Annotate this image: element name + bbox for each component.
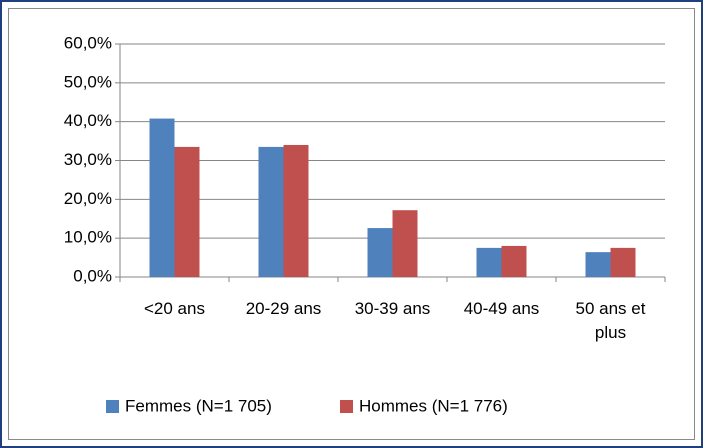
x-tick-label: 40-49 ans [463,299,540,318]
bar [476,247,502,277]
y-tick-label: 10,0% [64,228,112,247]
bar [258,146,284,277]
y-tick-label: 50,0% [64,72,112,91]
x-tick-label: 20-29 ans [245,299,322,318]
bar [610,247,636,277]
x-tick-label: <20 ans [144,299,205,318]
bar [367,228,393,277]
y-tick-label: 60,0% [64,33,112,52]
y-tick-label: 40,0% [64,111,112,130]
y-tick-label: 20,0% [64,189,112,208]
legend-swatch [106,400,119,413]
legend-label: Hommes (N=1 776) [359,396,508,415]
bar [501,245,527,277]
legend-label: Femmes (N=1 705) [125,396,272,415]
bar [149,118,175,277]
bar [283,144,309,277]
chart-panel [8,8,695,440]
x-tick-label: 50 ans et plus [575,299,646,342]
bar [585,252,611,277]
y-tick-label: 30,0% [64,150,112,169]
x-tick-label: 30-39 ans [354,299,431,318]
legend-swatch [340,400,353,413]
y-tick-label: 0,0% [73,266,112,285]
bar [174,146,200,277]
bar [392,210,418,277]
